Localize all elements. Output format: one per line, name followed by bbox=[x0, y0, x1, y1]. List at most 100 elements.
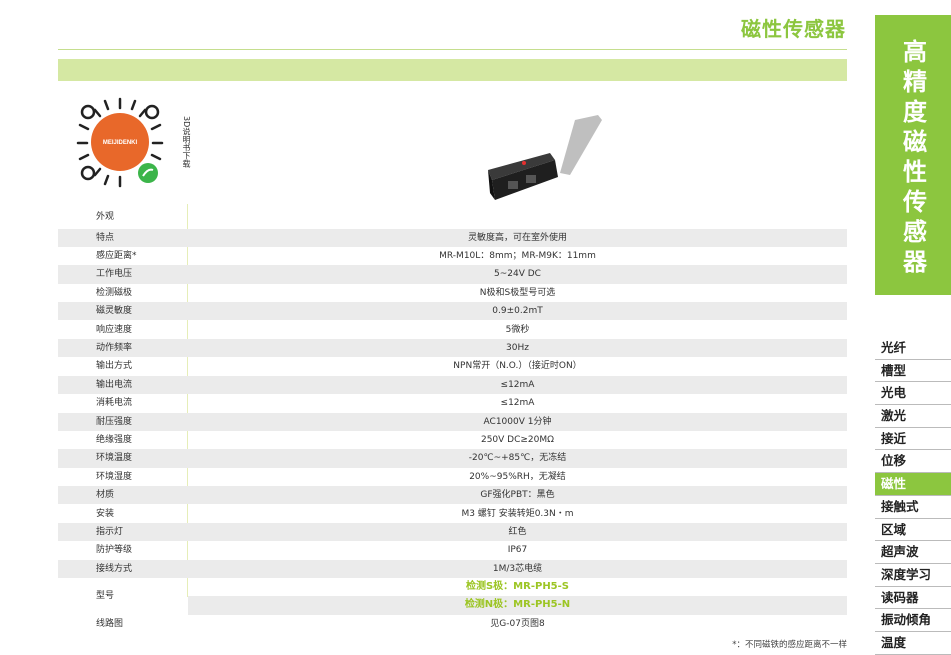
banner-char: 度 bbox=[903, 98, 927, 126]
spec-row: 材质 GF强化PBT：黑色 bbox=[58, 486, 847, 505]
menu-item[interactable]: 接近 bbox=[875, 428, 951, 451]
category-menu: 光纤 槽型 光电 激光 接近 位移 磁性 接触式 区域 超声波 深度学习 读码器 振动倾角 温度 bbox=[875, 337, 951, 655]
spec-row: 消耗电流 ≤12mA bbox=[58, 394, 847, 412]
spec-label: 绝缘强度 bbox=[96, 434, 133, 445]
spec-label: 动作频率 bbox=[96, 342, 133, 353]
spec-value: GF强化PBT：黑色 bbox=[480, 490, 555, 501]
divider bbox=[58, 49, 847, 50]
spec-row: 响应速度 5微秒 bbox=[58, 321, 847, 339]
menu-item[interactable]: 振动倾角 bbox=[875, 609, 951, 632]
spec-row: 动作频率 30Hz bbox=[58, 338, 847, 358]
spec-value: 30Hz bbox=[506, 342, 529, 353]
menu-item[interactable]: 深度学习 bbox=[875, 564, 951, 587]
spec-label: 环境湿度 bbox=[96, 471, 133, 482]
spec-row: 安装 M3 螺钉 安装转矩0.3N・m bbox=[58, 505, 847, 523]
menu-item[interactable]: 槽型 bbox=[875, 360, 951, 383]
spec-row: 环境温度 -20℃~+85℃，无冻结 bbox=[58, 449, 847, 468]
spec-value: 5~24V DC bbox=[494, 269, 541, 280]
spec-label: 感应距离* bbox=[96, 250, 137, 261]
menu-item[interactable]: 位移 bbox=[875, 450, 951, 474]
spec-value: N极和S极型号可选 bbox=[479, 287, 556, 298]
menu-item[interactable]: 磁性 bbox=[875, 473, 951, 496]
header-band bbox=[58, 59, 847, 81]
menu-item[interactable]: 激光 bbox=[875, 405, 951, 428]
spec-row: 输出电流 ≤12mA bbox=[58, 375, 847, 395]
spec-label: 工作电压 bbox=[96, 269, 133, 280]
spec-row: 输出方式 NPN常开（N.O.）（接近时ON） bbox=[58, 357, 847, 375]
model-n-row: 检测N极：MR-PH5-N bbox=[58, 596, 847, 614]
menu-item[interactable]: 区域 bbox=[875, 519, 951, 542]
spec-row: 指示灯 红色 bbox=[58, 522, 847, 542]
spec-label: 特点 bbox=[96, 232, 115, 243]
spec-label: 型号 bbox=[96, 591, 115, 601]
spec-label: 防护等级 bbox=[96, 545, 133, 556]
spec-row: 防护等级 IP67 bbox=[58, 541, 847, 559]
menu-item[interactable]: 读码器 bbox=[875, 587, 951, 610]
spec-label: 响应速度 bbox=[96, 324, 133, 335]
qr-brand: MEIJIDENKI bbox=[103, 140, 138, 146]
spec-row: 接线方式 1M/3芯电缆 bbox=[58, 559, 847, 579]
spec-value: NPN常开（N.O.）（接近时ON） bbox=[453, 361, 582, 372]
spec-value: 灵敏度高，可在室外使用 bbox=[467, 232, 567, 243]
spec-value: AC1000V 1分钟 bbox=[483, 416, 552, 427]
banner-char: 磁 bbox=[903, 128, 927, 156]
spec-row-appearance: 外观 bbox=[58, 206, 847, 228]
spec-label: 消耗电流 bbox=[96, 398, 133, 409]
spec-label: 输出方式 bbox=[96, 361, 133, 372]
spec-label: 磁灵敏度 bbox=[96, 306, 133, 317]
banner-char: 感 bbox=[903, 218, 927, 246]
spec-value: -20℃~+85℃，无冻结 bbox=[468, 453, 567, 464]
spec-value: 5微秒 bbox=[505, 324, 530, 335]
spec-label: 材质 bbox=[96, 490, 115, 501]
banner-char: 精 bbox=[903, 68, 927, 96]
spec-row: 工作电压 5~24V DC bbox=[58, 265, 847, 284]
spec-label: 环境温度 bbox=[96, 453, 133, 464]
spec-row: 绝缘强度 250V DC≥20MΩ bbox=[58, 431, 847, 449]
spec-row: 感应距离* MR-M10L：8mm；MR-M9K：11mm bbox=[58, 247, 847, 265]
menu-item[interactable]: 温度 bbox=[875, 632, 951, 655]
banner-char: 传 bbox=[903, 188, 927, 216]
menu-item[interactable]: 接触式 bbox=[875, 496, 951, 519]
banner-char: 器 bbox=[903, 248, 927, 276]
spec-label: 接线方式 bbox=[96, 563, 133, 574]
footnote: *：不同磁铁的感应距离不一样 bbox=[732, 640, 847, 650]
menu-item[interactable]: 光电 bbox=[875, 382, 951, 406]
spec-value: 20%~95%RH，无凝结 bbox=[469, 471, 566, 482]
column-divider bbox=[187, 204, 188, 597]
spec-value: 红色 bbox=[508, 526, 527, 537]
spec-label: 耐压强度 bbox=[96, 416, 133, 427]
spec-row: 特点 灵敏度高，可在室外使用 bbox=[58, 228, 847, 247]
spec-value: 250V DC≥20MΩ bbox=[480, 434, 555, 445]
spec-value: 1M/3芯电缆 bbox=[492, 563, 543, 574]
menu-item[interactable]: 超声波 bbox=[875, 541, 951, 564]
product-image bbox=[488, 115, 602, 200]
spec-row-wiring: 线路图 见G-07页图8 bbox=[58, 615, 847, 633]
spec-row: 耐压强度 AC1000V 1分钟 bbox=[58, 412, 847, 431]
page-title: 磁性传感器 bbox=[741, 17, 846, 41]
spec-value: MR-M10L：8mm；MR-M9K：11mm bbox=[439, 250, 596, 261]
spec-row-model: 型号 bbox=[58, 578, 847, 615]
spec-value: M3 螺钉 安装转矩0.3N・m bbox=[461, 508, 574, 519]
banner-char: 高 bbox=[903, 38, 927, 66]
model-n-bg bbox=[188, 596, 847, 615]
qr-code-icon[interactable]: MEIJIDENKI bbox=[70, 95, 170, 190]
spec-label: 线路图 bbox=[96, 619, 124, 629]
spec-label: 检测磁极 bbox=[96, 287, 133, 298]
qr-label: 3D说明书下载 bbox=[182, 116, 191, 168]
category-banner: 高精度磁性传感器 bbox=[875, 15, 951, 295]
model-s: 检测S极：MR-PH5-S bbox=[465, 581, 569, 592]
spec-value: 见G-07页图8 bbox=[490, 619, 545, 629]
spec-value: IP67 bbox=[507, 545, 528, 556]
model-s-row: 检测S极：MR-PH5-S bbox=[58, 578, 847, 596]
spec-row: 环境湿度 20%~95%RH，无凝结 bbox=[58, 468, 847, 486]
spec-label: 外观 bbox=[96, 212, 115, 222]
model-n: 检测N极：MR-PH5-N bbox=[464, 599, 571, 611]
spec-row: 磁灵敏度 0.9±0.2mT bbox=[58, 302, 847, 321]
spec-value: 0.9±0.2mT bbox=[492, 306, 543, 317]
banner-char: 性 bbox=[903, 158, 927, 186]
spec-label: 安装 bbox=[96, 508, 115, 519]
spec-row: 检测磁极 N极和S极型号可选 bbox=[58, 284, 847, 302]
menu-item[interactable]: 光纤 bbox=[875, 337, 951, 360]
spec-label: 指示灯 bbox=[96, 526, 124, 537]
spec-value: ≤12mA bbox=[500, 398, 535, 409]
